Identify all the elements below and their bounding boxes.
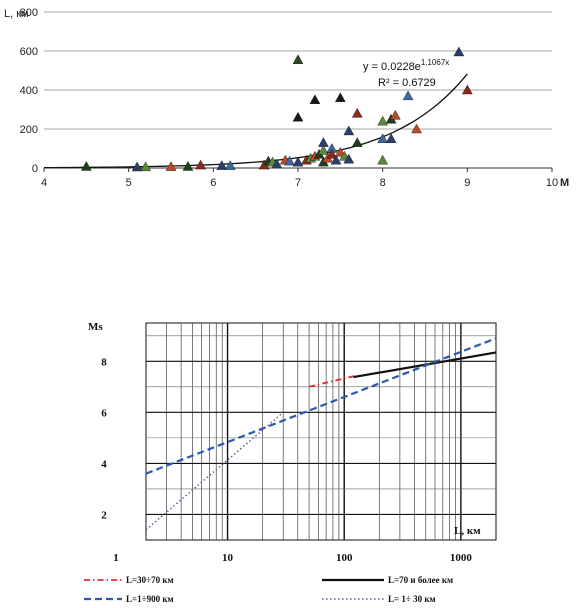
x-tick-label: 1 bbox=[113, 552, 119, 564]
data-point bbox=[351, 107, 363, 118]
trend-line bbox=[44, 73, 468, 169]
data-point bbox=[309, 94, 321, 104]
y-axis-label: Ms bbox=[88, 321, 103, 333]
x-axis-label: M bbox=[560, 177, 569, 189]
data-point bbox=[224, 160, 236, 170]
data-point bbox=[292, 156, 304, 167]
x-tick-label: 5 bbox=[126, 177, 132, 189]
x-tick-label: 1000 bbox=[450, 552, 473, 564]
series-line bbox=[308, 374, 358, 388]
data-point bbox=[390, 109, 401, 120]
y-tick-label: 600 bbox=[20, 46, 38, 58]
data-point bbox=[343, 153, 355, 164]
data-point bbox=[402, 90, 414, 101]
legend-label: L=30÷70 км bbox=[126, 575, 174, 585]
y-tick-label: 800 bbox=[20, 7, 38, 19]
x-tick-label: 10 bbox=[222, 552, 234, 564]
data-point bbox=[334, 92, 346, 103]
data-point bbox=[140, 161, 151, 172]
data-point bbox=[330, 154, 342, 165]
r-squared-label: R² = 0.6729 bbox=[378, 77, 436, 89]
data-point bbox=[216, 160, 228, 170]
y-tick-label: 0 bbox=[32, 163, 38, 175]
data-point bbox=[385, 133, 397, 143]
data-point bbox=[377, 154, 389, 165]
x-tick-label: 7 bbox=[295, 177, 301, 189]
data-point bbox=[80, 161, 92, 171]
trend-equation-exponent: 1.1067x bbox=[421, 58, 449, 67]
data-point bbox=[165, 161, 177, 171]
legend-label: L= 1÷ 30 км bbox=[388, 594, 436, 604]
data-point bbox=[343, 125, 355, 136]
x-tick-label: 4 bbox=[41, 177, 47, 189]
x-tick-label: 9 bbox=[464, 177, 470, 189]
legend-label: L=1÷900 км bbox=[126, 594, 174, 604]
y-tick-label: 400 bbox=[20, 85, 38, 97]
data-point bbox=[182, 161, 194, 171]
data-point bbox=[377, 133, 389, 143]
data-point bbox=[131, 161, 143, 172]
x-axis-label: L, км bbox=[454, 525, 481, 537]
y-tick-label: 4 bbox=[101, 458, 107, 470]
data-point bbox=[284, 155, 295, 166]
data-point bbox=[461, 84, 473, 95]
data-point bbox=[453, 46, 465, 57]
data-point bbox=[292, 54, 304, 64]
data-point bbox=[377, 115, 389, 126]
series-line bbox=[145, 337, 497, 475]
y-tick-label: 6 bbox=[101, 407, 107, 419]
x-tick-label: 8 bbox=[380, 177, 386, 189]
plot-frame bbox=[145, 322, 497, 541]
y-tick-label: 8 bbox=[101, 356, 107, 368]
data-point bbox=[351, 137, 363, 147]
y-tick-label: 2 bbox=[101, 509, 107, 521]
y-axis-label: L, км bbox=[4, 8, 29, 20]
x-tick-label: 10 bbox=[546, 177, 558, 189]
x-tick-label: 100 bbox=[336, 552, 353, 564]
data-point bbox=[195, 159, 206, 170]
y-tick-label: 200 bbox=[20, 124, 38, 136]
data-point bbox=[318, 145, 329, 155]
data-point bbox=[411, 123, 422, 134]
data-point bbox=[326, 148, 338, 159]
legend-label: L=70 и более км bbox=[388, 575, 453, 585]
x-tick-label: 6 bbox=[210, 177, 216, 189]
data-point bbox=[271, 158, 283, 169]
data-point bbox=[292, 111, 304, 122]
